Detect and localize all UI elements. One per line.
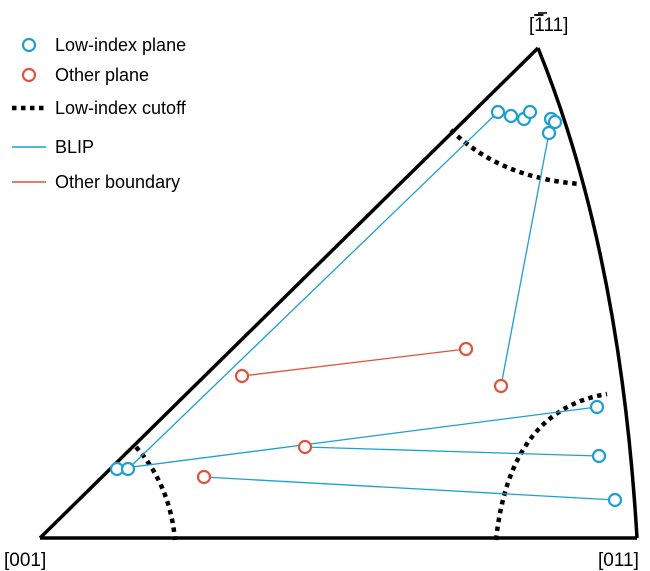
low-index-plane-point	[120, 461, 136, 477]
cutoff-arc-bottom-right	[493, 391, 608, 541]
other-plane-point	[458, 341, 474, 357]
low-index-plane-point	[607, 492, 623, 508]
blip-link	[304, 446, 600, 457]
other-plane-point	[493, 378, 509, 394]
legend-low-index-label: Low-index plane	[55, 35, 186, 55]
overbar-digit: 1	[534, 15, 544, 36]
cutoff-arc-bottom-left	[134, 445, 178, 541]
points-layer	[109, 104, 623, 508]
legend-cutoff-label: Low-index cutoff	[55, 98, 187, 118]
low-index-plane-point	[547, 114, 563, 130]
low-index-plane-point	[591, 448, 607, 464]
low-index-plane-point	[589, 399, 605, 415]
blip-link	[500, 132, 550, 387]
corner-label-top-right: [111]	[529, 15, 568, 36]
corner-label-bottom-left: [001]	[4, 550, 46, 571]
legend-blip-label: BLIP	[55, 137, 94, 157]
other-plane-point	[297, 439, 313, 455]
legend: Low-index plane Other plane Low-index cu…	[12, 35, 187, 192]
blip-link	[203, 476, 616, 501]
blip-link	[127, 111, 499, 470]
other-boundary-link	[241, 348, 467, 377]
stereographic-triangle	[38, 46, 639, 540]
corner-label-bottom-right: [011]	[598, 550, 639, 571]
other-plane-point	[234, 368, 250, 384]
blip-link	[116, 406, 598, 470]
legend-other-label: Other plane	[55, 65, 149, 85]
triangle-left-edge	[38, 46, 540, 540]
low-index-plane-point	[522, 104, 538, 120]
legend-low-index-marker	[21, 37, 37, 53]
triangle-arc-edge	[536, 47, 639, 539]
legend-other-marker	[21, 67, 37, 83]
other-plane-point	[196, 469, 212, 485]
low-index-plane-point	[541, 125, 557, 141]
low-index-plane-point	[490, 104, 506, 120]
legend-other-boundary-label: Other boundary	[55, 172, 180, 192]
links-layer	[116, 111, 616, 501]
low-index-plane-point	[503, 108, 519, 124]
